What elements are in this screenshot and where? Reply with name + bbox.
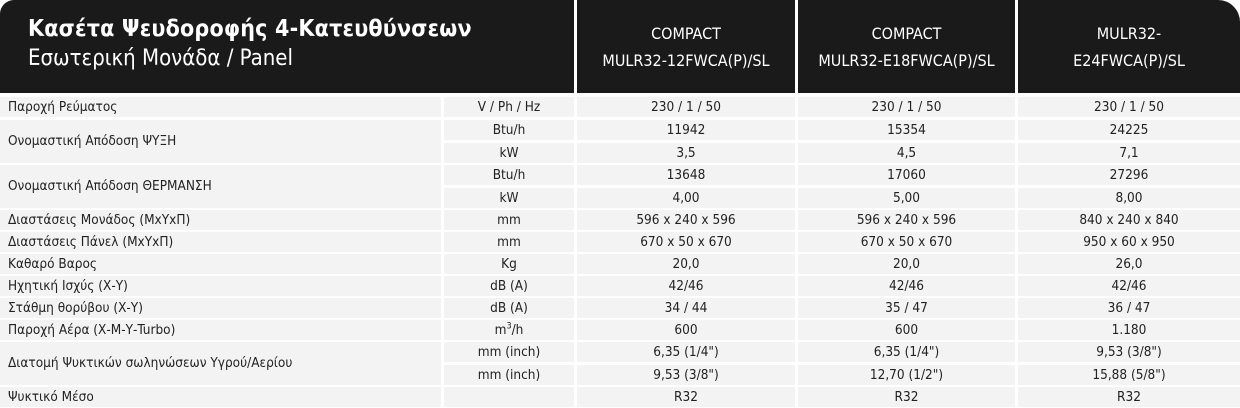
row-value-3: 1.180 [1018, 320, 1240, 340]
row-value-3: R32 [1018, 387, 1240, 407]
row-label: Παροχή Αέρα (Χ-Μ-Υ-Turbo) [0, 320, 441, 340]
table-row: mm (inch) 9,53 (3/8") 12,70 (1/2") 15,88… [0, 365, 1240, 385]
model-header-1: COMPACT MULR32-12FWCA(P)/SL [577, 0, 795, 93]
row-unit: Btu/h [444, 165, 574, 185]
row-value-2: 4,5 [798, 143, 1015, 163]
row-label: Παροχή Ρεύματος [0, 97, 441, 117]
model-line1: COMPACT [651, 23, 721, 43]
row-value-2: 230 / 1 / 50 [798, 97, 1015, 117]
row-value-3: 7,1 [1018, 143, 1240, 163]
row-label: Ψυκτικό Μέσο [0, 387, 441, 407]
row-value-2: R32 [798, 387, 1015, 407]
row-value-1: 4,00 [577, 188, 795, 208]
row-value-3: 230 / 1 / 50 [1018, 97, 1240, 117]
row-value-2: 596 x 240 x 596 [798, 210, 1015, 230]
row-value-3: 840 x 240 x 840 [1018, 210, 1240, 230]
row-value-3: 15,88 (5/8") [1018, 365, 1240, 385]
row-value-1: 3,5 [577, 143, 795, 163]
table-row: Καθαρό Βαρος Kg 20,0 20,0 26,0 [0, 254, 1240, 274]
row-unit: Btu/h [444, 120, 574, 140]
table-row: Παροχή Ρεύματος V / Ph / Hz 230 / 1 / 50… [0, 97, 1240, 117]
row-unit: dB (A) [444, 276, 574, 296]
row-value-2: 20,0 [798, 254, 1015, 274]
row-unit: mm (inch) [444, 342, 574, 362]
row-value-1: 11942 [577, 120, 795, 140]
row-value-1: 9,53 (3/8") [577, 365, 795, 385]
model-header-2: COMPACT MULR32-E18FWCA(P)/SL [798, 0, 1015, 93]
row-unit: dB (A) [444, 298, 574, 318]
row-unit: Kg [444, 254, 574, 274]
model-header-3: MULR32- E24FWCA(P)/SL [1018, 0, 1240, 93]
row-value-3: 24225 [1018, 120, 1240, 140]
row-value-3: 9,53 (3/8") [1018, 342, 1240, 362]
row-unit [444, 387, 574, 407]
unit-suffix: /h [511, 322, 524, 338]
table-subtitle: Εσωτερική Μονάδα / Panel [28, 46, 293, 71]
row-value-1: 600 [577, 320, 795, 340]
row-value-3: 36 / 47 [1018, 298, 1240, 318]
table-row: kW 4,00 5,00 8,00 [0, 188, 1240, 208]
row-unit: mm [444, 210, 574, 230]
table-row: Ονομαστική Απόδοση ΘΕΡΜΑΝΣΗ Btu/h 13648 … [0, 165, 1240, 208]
row-label: Διαστάσεις Πάνελ (ΜxΥxΠ) [0, 232, 441, 252]
table-row: Ονομαστική Απόδοση ΨΥΞΗ Btu/h 11942 1535… [0, 120, 1240, 163]
row-value-2: 42/46 [798, 276, 1015, 296]
row-unit: mm (inch) [444, 365, 574, 385]
table-row: Στάθμη θορύβου (Χ-Υ) dB (A) 34 / 44 35 /… [0, 298, 1240, 318]
header-title-cell: Κασέτα Ψευδοροφής 4-Κατευθύνσεων Εσωτερι… [0, 0, 574, 93]
row-value-2: 35 / 47 [798, 298, 1015, 318]
row-label: Καθαρό Βαρος [0, 254, 441, 274]
row-label: Στάθμη θορύβου (Χ-Υ) [0, 298, 441, 318]
table-row: Ηχητική Ισχύς (Χ-Υ) dB (A) 42/46 42/46 4… [0, 276, 1240, 296]
row-value-1: 13648 [577, 165, 795, 185]
table-row: Διατομή Ψυκτικών σωληνώσεων Υγρού/Αερίου… [0, 342, 1240, 385]
row-value-1: 596 x 240 x 596 [577, 210, 795, 230]
row-value-2: 670 x 50 x 670 [798, 232, 1015, 252]
table-row: kW 3,5 4,5 7,1 [0, 143, 1240, 163]
model-line2: MULR32-E18FWCA(P)/SL [818, 50, 995, 70]
row-value-3: 8,00 [1018, 188, 1240, 208]
row-value-3: 26,0 [1018, 254, 1240, 274]
row-value-1: R32 [577, 387, 795, 407]
unit-base: m [494, 322, 507, 338]
table-row: Παροχή Αέρα (Χ-Μ-Υ-Turbo) m3/h 600 600 1… [0, 320, 1240, 340]
row-value-2: 600 [798, 320, 1015, 340]
unit-superscript: 3 [506, 321, 512, 332]
row-label: Διατομή Ψυκτικών σωληνώσεων Υγρού/Αερίου [0, 342, 441, 385]
row-value-3: 42/46 [1018, 276, 1240, 296]
row-label: Ονομαστική Απόδοση ΘΕΡΜΑΝΣΗ [0, 165, 441, 208]
row-value-1: 20,0 [577, 254, 795, 274]
row-value-2: 17060 [798, 165, 1015, 185]
table-row: Διαστάσεις Πάνελ (ΜxΥxΠ) mm 670 x 50 x 6… [0, 232, 1240, 252]
row-value-1: 6,35 (1/4") [577, 342, 795, 362]
row-unit: kW [444, 143, 574, 163]
row-unit: V / Ph / Hz [444, 97, 574, 117]
row-value-3: 950 x 60 x 950 [1018, 232, 1240, 252]
model-line2: E24FWCA(P)/SL [1073, 50, 1185, 70]
model-line1: MULR32- [1096, 23, 1162, 43]
row-value-2: 5,00 [798, 188, 1015, 208]
row-value-2: 6,35 (1/4") [798, 342, 1015, 362]
row-unit: kW [444, 188, 574, 208]
table-header: Κασέτα Ψευδοροφής 4-Κατευθύνσεων Εσωτερι… [0, 0, 1240, 96]
row-value-1: 670 x 50 x 670 [577, 232, 795, 252]
table-title: Κασέτα Ψευδοροφής 4-Κατευθύνσεων [28, 16, 472, 42]
row-value-1: 34 / 44 [577, 298, 795, 318]
model-line2: MULR32-12FWCA(P)/SL [602, 50, 770, 70]
row-unit: mm [444, 232, 574, 252]
row-value-2: 12,70 (1/2") [798, 365, 1015, 385]
row-label: Ονομαστική Απόδοση ΨΥΞΗ [0, 120, 441, 163]
row-label: Διαστάσεις Μονάδος (ΜxΥxΠ) [0, 210, 441, 230]
table-row: Ψυκτικό Μέσο R32 R32 R32 [0, 387, 1240, 407]
row-value-3: 27296 [1018, 165, 1240, 185]
model-line1: COMPACT [871, 23, 942, 43]
row-unit: m3/h [444, 320, 574, 340]
row-value-2: 15354 [798, 120, 1015, 140]
row-value-1: 42/46 [577, 276, 795, 296]
table-row: Διαστάσεις Μονάδος (ΜxΥxΠ) mm 596 x 240 … [0, 210, 1240, 230]
row-label: Ηχητική Ισχύς (Χ-Υ) [0, 276, 441, 296]
row-value-1: 230 / 1 / 50 [577, 97, 795, 117]
